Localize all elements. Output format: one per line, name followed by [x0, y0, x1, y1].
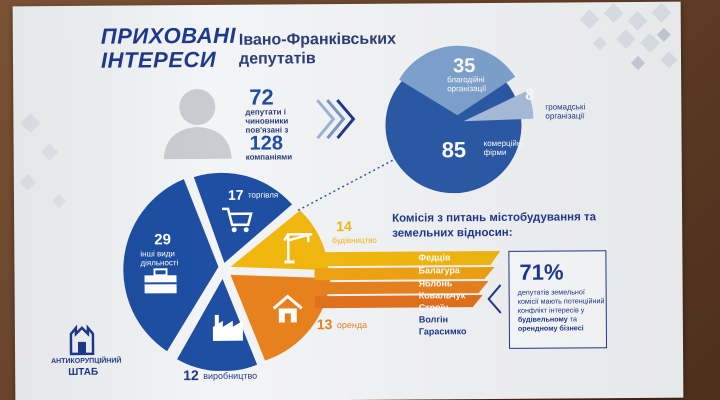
connector-line: [297, 156, 399, 212]
decorative-pattern: [579, 2, 678, 71]
shopping-cart-icon: [222, 207, 253, 233]
pie-slice-public: [463, 90, 534, 122]
infographic-sheet: ПРИХОВАНІ ІНТЕРЕСИ Івано-Франківських де…: [12, 1, 684, 400]
construction-count: 14: [336, 217, 352, 235]
crane-icon: [283, 233, 313, 264]
trade-count: 17: [227, 186, 244, 203]
logo-line-1: АНТИКОРУПЦІЙНИЙ: [51, 357, 122, 366]
production-label: виробництво: [203, 370, 258, 382]
name-item: Строїч: [418, 302, 449, 313]
other-label: інші види діяльності: [140, 249, 179, 268]
name-item: Гарасимко: [418, 326, 467, 337]
trade-label: торгівля: [247, 190, 279, 200]
conflict-stat-box: 71% депутатів земельної комісії мають по…: [508, 250, 608, 349]
pie-slice-trade: [193, 172, 293, 263]
title-line-1: ПРИХОВАНІ: [100, 22, 237, 49]
house-icon: [272, 294, 303, 323]
logo-line-2: ШТАБ: [68, 366, 99, 378]
companies-text: компаніями: [245, 152, 293, 162]
briefcase-icon: [144, 268, 177, 294]
construction-label: будівництво: [332, 235, 377, 246]
name-item: Яблонь: [418, 278, 453, 289]
chevron-right-icon: [316, 99, 356, 140]
conflict-text-mid: та: [569, 314, 577, 324]
activity-pie-chart: [123, 172, 331, 372]
production-count: 12: [183, 367, 199, 384]
conflict-text-bold2: орендному бізнесі: [517, 323, 584, 333]
conflict-percent: 71%: [519, 259, 564, 285]
committee-title: Комісія з питань містобудування та земел…: [392, 211, 597, 240]
name-item: Федців: [418, 252, 451, 263]
people-text: депутати і чиновники пов'язані з: [245, 107, 289, 135]
pie-slice-charity: [399, 45, 516, 116]
name-item: Ковальчук: [418, 290, 466, 301]
conflict-text-start: депутатів земельної комісії мають потенц…: [517, 287, 605, 315]
charity-label: благодійні організації: [447, 75, 487, 94]
other-count: 29: [154, 231, 172, 249]
organizations-pie-chart: [385, 45, 534, 194]
title-line-2: ІНТЕРЕСИ: [100, 46, 217, 73]
anticorruption-logo-icon: [69, 324, 95, 356]
public-count: 8: [525, 86, 535, 104]
name-item: Волгін: [418, 314, 449, 325]
pie-slice-other: [123, 179, 219, 352]
conflict-text-bold1: будівельному: [517, 314, 568, 324]
commercial-label: комерційні фірми: [483, 138, 524, 158]
pie-slice-construction: [230, 210, 329, 271]
decorative-pattern-left: [19, 113, 67, 209]
rent-label: оренда: [336, 319, 368, 331]
name-item: Балагура: [418, 265, 460, 276]
public-label: громадські організації: [545, 102, 586, 121]
chevron-left-icon: [487, 284, 502, 314]
page-title: ПРИХОВАНІ ІНТЕРЕСИ: [100, 23, 236, 78]
names-ribbons: [314, 250, 501, 309]
rent-count: 13: [316, 316, 333, 333]
conflict-description: депутатів земельної комісії мають потенц…: [517, 287, 606, 333]
commercial-count: 85: [441, 137, 467, 163]
person-icon: [163, 89, 232, 160]
factory-icon: [212, 314, 243, 341]
